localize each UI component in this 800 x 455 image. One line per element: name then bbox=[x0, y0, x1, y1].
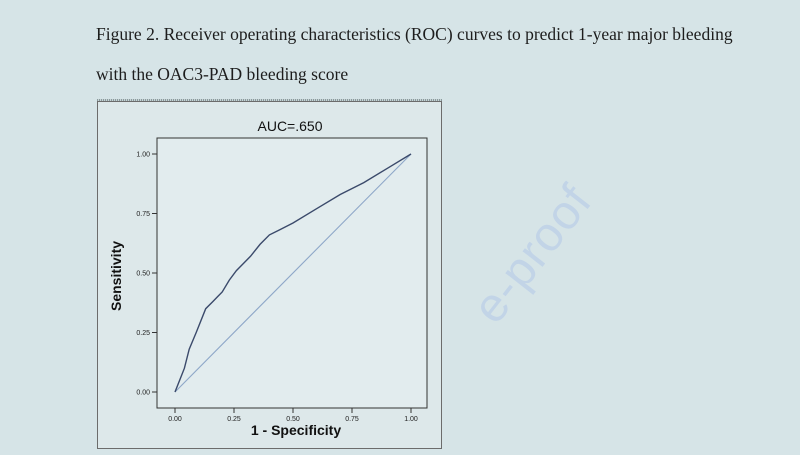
figure-caption: Figure 2. Receiver operating characteris… bbox=[96, 14, 786, 94]
x-tick-label: 0.75 bbox=[345, 416, 359, 423]
x-tick-label: 0.25 bbox=[227, 416, 241, 423]
reference-diagonal-line bbox=[174, 153, 412, 393]
x-tick-label: 0.00 bbox=[168, 416, 182, 423]
x-axis-ticks: 0.00 0.25 0.50 0.75 1.00 bbox=[168, 408, 418, 423]
y-tick-label: 0.00 bbox=[136, 390, 150, 397]
roc-chart: AUC=.650 0.00 0.25 0.50 0.75 1.00 0.000.250.… bbox=[108, 118, 428, 438]
watermark-text: e-proof bbox=[462, 175, 603, 334]
caption-line-2: with the OAC3-PAD bleeding score bbox=[96, 64, 349, 84]
y-tick-label: 1.00 bbox=[136, 152, 150, 159]
x-axis-label: 1 - Specificity bbox=[251, 422, 341, 438]
y-axis-label: Sensitivity bbox=[108, 241, 124, 311]
y-tick-label: 0.75 bbox=[136, 211, 150, 218]
x-tick-label: 1.00 bbox=[404, 416, 418, 423]
plot-area bbox=[156, 137, 428, 409]
roc-curve-line bbox=[174, 153, 412, 393]
y-tick-label: 0.25 bbox=[136, 330, 150, 337]
caption-line-1: Figure 2. Receiver operating characteris… bbox=[96, 24, 733, 44]
x-tick-label: 0.50 bbox=[286, 416, 300, 423]
roc-chart-frame: AUC=.650 0.00 0.25 0.50 0.75 1.00 0.00 0.25 0.… bbox=[97, 101, 442, 449]
y-axis-ticks: 0.00 0.25 0.50 0.75 1.00 bbox=[136, 152, 157, 397]
chart-title: AUC=.650 bbox=[258, 118, 323, 134]
y-tick-label: 0.50 bbox=[136, 271, 150, 278]
chart-top-rule bbox=[97, 99, 442, 101]
